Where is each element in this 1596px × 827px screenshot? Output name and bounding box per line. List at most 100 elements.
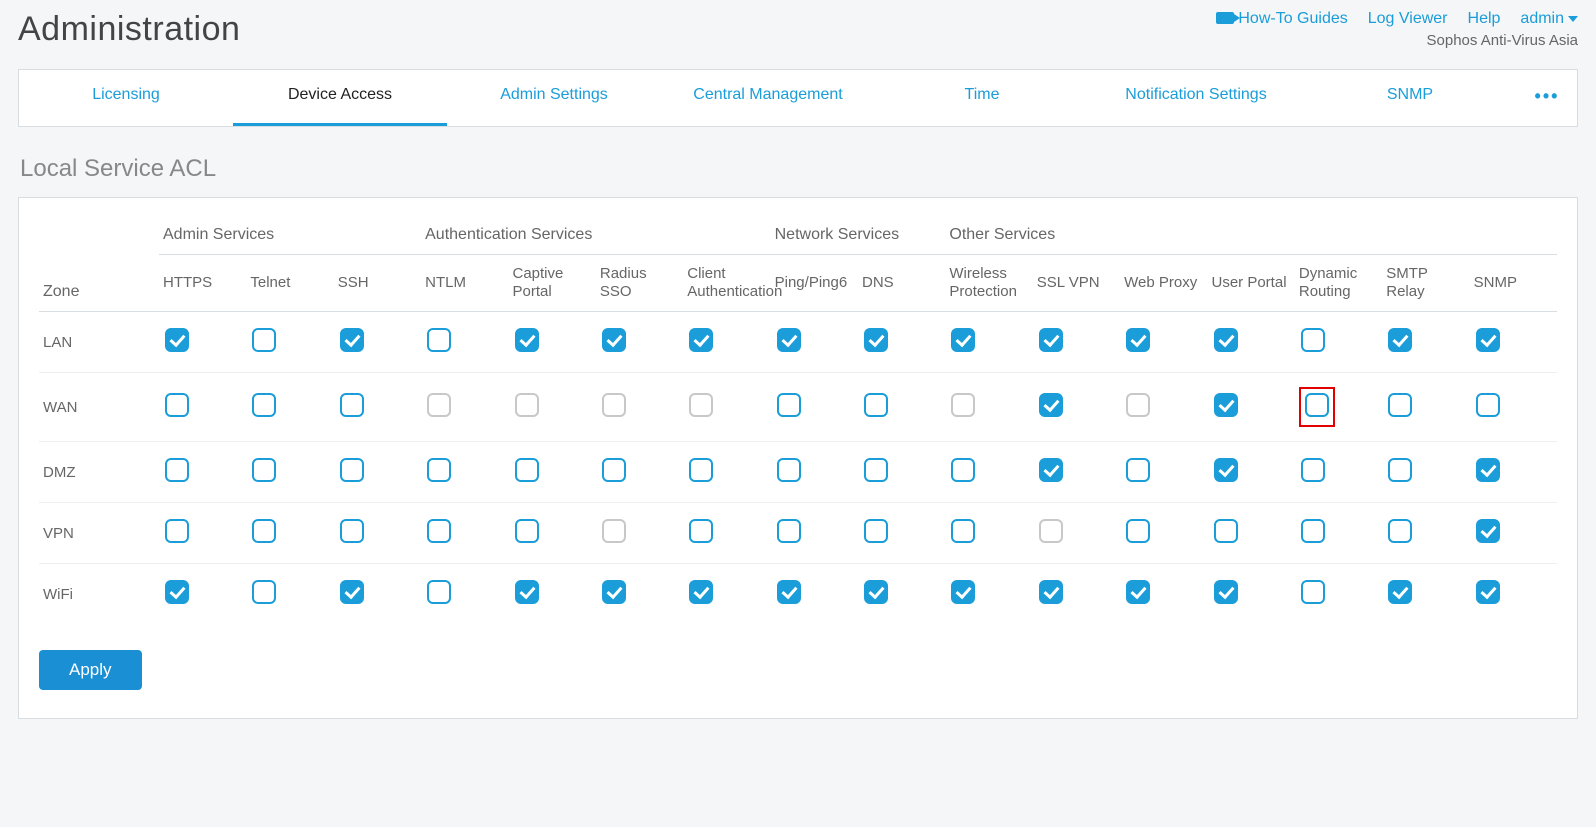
column-header-dynrouting: Dynamic Routing [1295, 255, 1382, 312]
user-menu[interactable]: admin [1520, 10, 1578, 28]
checkbox-dmz-captive[interactable] [515, 458, 539, 482]
checkbox-dmz-sslvpn[interactable] [1039, 458, 1063, 482]
checkbox-vpn-captive[interactable] [515, 519, 539, 543]
chevron-down-icon [1568, 16, 1578, 22]
checkbox-dmz-dynrouting[interactable] [1301, 458, 1325, 482]
checkbox-wan-snmp[interactable] [1476, 393, 1500, 417]
checkbox-vpn-telnet[interactable] [252, 519, 276, 543]
checkbox-wifi-webproxy[interactable] [1126, 580, 1150, 604]
checkbox-dmz-https[interactable] [165, 458, 189, 482]
checkbox-wifi-captive[interactable] [515, 580, 539, 604]
checkbox-lan-userportal[interactable] [1214, 328, 1238, 352]
checkbox-lan-ntlm[interactable] [427, 328, 451, 352]
checkbox-dmz-snmp[interactable] [1476, 458, 1500, 482]
checkbox-vpn-snmp[interactable] [1476, 519, 1500, 543]
checkbox-vpn-wireless[interactable] [951, 519, 975, 543]
acl-cell [1295, 442, 1382, 503]
checkbox-wan-telnet[interactable] [252, 393, 276, 417]
checkbox-dmz-ssh[interactable] [340, 458, 364, 482]
checkbox-dmz-userportal[interactable] [1214, 458, 1238, 482]
tab-time[interactable]: Time [875, 70, 1089, 126]
checkbox-wifi-sslvpn[interactable] [1039, 580, 1063, 604]
acl-cell [246, 503, 333, 564]
tab-device-access[interactable]: Device Access [233, 70, 447, 126]
checkbox-wifi-clientauth[interactable] [689, 580, 713, 604]
checkbox-lan-ping[interactable] [777, 328, 801, 352]
checkbox-dmz-clientauth[interactable] [689, 458, 713, 482]
acl-cell [421, 312, 508, 373]
checkbox-wan-sslvpn[interactable] [1039, 393, 1063, 417]
tab-snmp[interactable]: SNMP [1303, 70, 1517, 126]
checkbox-wifi-https[interactable] [165, 580, 189, 604]
checkbox-lan-sslvpn[interactable] [1039, 328, 1063, 352]
checkbox-wifi-ntlm[interactable] [427, 580, 451, 604]
checkbox-wifi-dynrouting[interactable] [1301, 580, 1325, 604]
tab-more[interactable]: ••• [1517, 70, 1577, 126]
checkbox-lan-clientauth[interactable] [689, 328, 713, 352]
checkbox-lan-radius[interactable] [602, 328, 626, 352]
checkbox-wan-userportal[interactable] [1214, 393, 1238, 417]
howto-guides-link[interactable]: How-To Guides [1216, 10, 1347, 28]
checkbox-wifi-ssh[interactable] [340, 580, 364, 604]
checkbox-vpn-ping[interactable] [777, 519, 801, 543]
checkbox-lan-ssh[interactable] [340, 328, 364, 352]
checkbox-wifi-snmp[interactable] [1476, 580, 1500, 604]
page-title: Administration [18, 10, 240, 49]
checkbox-dmz-dns[interactable] [864, 458, 888, 482]
acl-cell [858, 442, 945, 503]
checkbox-vpn-https[interactable] [165, 519, 189, 543]
checkbox-lan-telnet[interactable] [252, 328, 276, 352]
apply-button[interactable]: Apply [39, 650, 142, 690]
acl-cell [858, 312, 945, 373]
tab-admin-settings[interactable]: Admin Settings [447, 70, 661, 126]
acl-cell [1470, 373, 1557, 442]
checkbox-wifi-ping[interactable] [777, 580, 801, 604]
checkbox-vpn-dns[interactable] [864, 519, 888, 543]
checkbox-wan-dns[interactable] [864, 393, 888, 417]
checkbox-wifi-wireless[interactable] [951, 580, 975, 604]
checkbox-wifi-dns[interactable] [864, 580, 888, 604]
checkbox-lan-snmp[interactable] [1476, 328, 1500, 352]
checkbox-vpn-ssh[interactable] [340, 519, 364, 543]
checkbox-dmz-ping[interactable] [777, 458, 801, 482]
tab-licensing[interactable]: Licensing [19, 70, 233, 126]
acl-cell [1470, 312, 1557, 373]
checkbox-lan-captive[interactable] [515, 328, 539, 352]
checkbox-vpn-smtprelay[interactable] [1388, 519, 1412, 543]
checkbox-vpn-dynrouting[interactable] [1301, 519, 1325, 543]
checkbox-dmz-radius[interactable] [602, 458, 626, 482]
checkbox-lan-webproxy[interactable] [1126, 328, 1150, 352]
acl-cell [1208, 442, 1295, 503]
checkbox-dmz-telnet[interactable] [252, 458, 276, 482]
checkbox-dmz-webproxy[interactable] [1126, 458, 1150, 482]
tab-central-mgmt[interactable]: Central Management [661, 70, 875, 126]
checkbox-vpn-webproxy[interactable] [1126, 519, 1150, 543]
log-viewer-link[interactable]: Log Viewer [1368, 10, 1448, 28]
checkbox-lan-dynrouting[interactable] [1301, 328, 1325, 352]
checkbox-vpn-ntlm[interactable] [427, 519, 451, 543]
acl-cell [509, 564, 596, 625]
checkbox-wan-smtprelay[interactable] [1388, 393, 1412, 417]
checkbox-lan-wireless[interactable] [951, 328, 975, 352]
acl-cell [1033, 312, 1120, 373]
checkbox-dmz-ntlm[interactable] [427, 458, 451, 482]
checkbox-wifi-radius[interactable] [602, 580, 626, 604]
checkbox-dmz-wireless[interactable] [951, 458, 975, 482]
checkbox-vpn-userportal[interactable] [1214, 519, 1238, 543]
checkbox-lan-dns[interactable] [864, 328, 888, 352]
checkbox-wan-ssh[interactable] [340, 393, 364, 417]
checkbox-wifi-telnet[interactable] [252, 580, 276, 604]
checkbox-wifi-userportal[interactable] [1214, 580, 1238, 604]
checkbox-wan-ping[interactable] [777, 393, 801, 417]
checkbox-wan-dynrouting[interactable] [1305, 393, 1329, 417]
checkbox-lan-smtprelay[interactable] [1388, 328, 1412, 352]
checkbox-wan-https[interactable] [165, 393, 189, 417]
help-link[interactable]: Help [1468, 10, 1501, 28]
checkbox-dmz-smtprelay[interactable] [1388, 458, 1412, 482]
column-header-webproxy: Web Proxy [1120, 255, 1207, 312]
acl-cell [945, 564, 1032, 625]
checkbox-vpn-clientauth[interactable] [689, 519, 713, 543]
checkbox-lan-https[interactable] [165, 328, 189, 352]
tab-notification[interactable]: Notification Settings [1089, 70, 1303, 126]
checkbox-wifi-smtprelay[interactable] [1388, 580, 1412, 604]
